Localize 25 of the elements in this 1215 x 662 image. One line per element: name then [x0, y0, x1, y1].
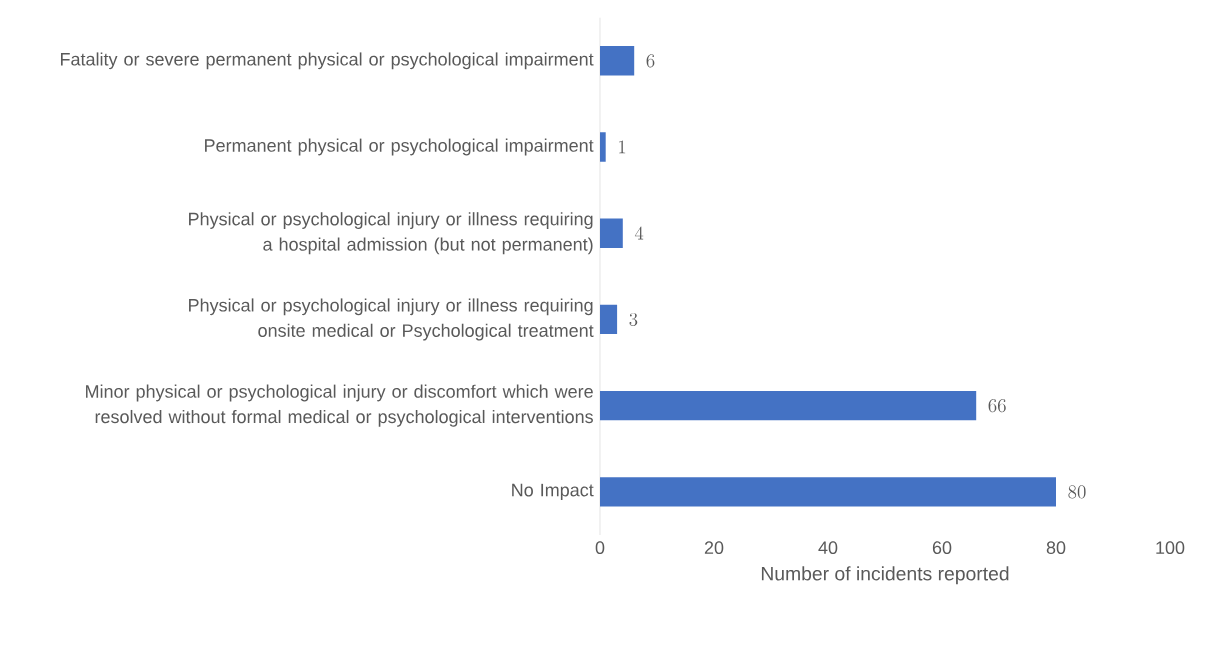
- bar: [600, 46, 635, 76]
- y-tick-label: Physical or psychological injury or illness requiring a hospital admission (but not permanent): [189, 212, 593, 255]
- data-label: 80: [1068, 485, 1086, 499]
- y-tick-label: Physical or psychological injury or illness requiring onsite medical or Psychological treatment: [189, 298, 594, 341]
- bar: [600, 477, 1056, 507]
- data-label: 1: [619, 140, 626, 154]
- y-tick-label: Fatality or severe permanent physical or psychological impairment: [60, 52, 594, 70]
- x-tick-label: 20: [704, 541, 724, 555]
- data-label: 4: [634, 226, 644, 240]
- x-tick-label: 80: [1046, 541, 1066, 555]
- y-tick-label: No Impact: [512, 483, 594, 500]
- data-label: 66: [988, 399, 1006, 413]
- y-tick-label: Permanent physical or psychological impairment: [205, 138, 594, 156]
- y-tick-label: Minor physical or psychological injury or discomfort which were resolved without formal medical or psychological interventions: [86, 384, 593, 427]
- bar: [600, 132, 606, 162]
- bar: [600, 304, 618, 335]
- data-label: 3: [629, 312, 638, 327]
- x-tick-label: 60: [932, 541, 952, 555]
- x-tick-label: 40: [818, 541, 838, 555]
- bar: [600, 391, 977, 421]
- bar: [600, 218, 623, 248]
- x-tick-label: 0: [595, 541, 605, 555]
- x-tick-label: 100: [1156, 541, 1185, 555]
- data-label: 6: [646, 54, 655, 68]
- x-axis-title: Number of incidents reported: [761, 566, 1009, 585]
